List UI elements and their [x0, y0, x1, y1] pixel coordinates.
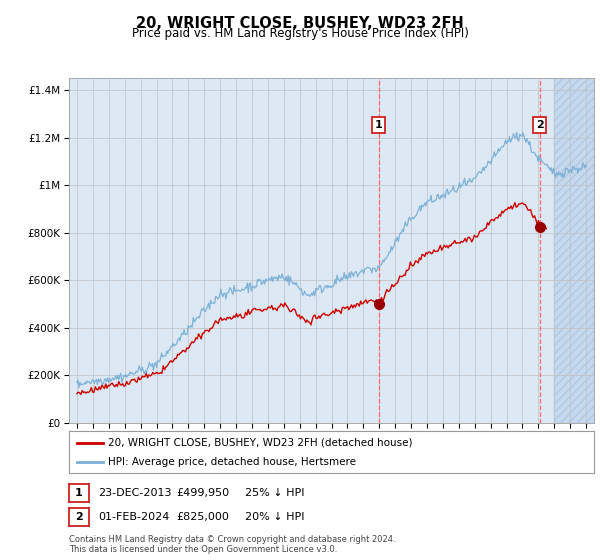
Text: 1: 1 [75, 488, 83, 498]
Text: HPI: Average price, detached house, Hertsmere: HPI: Average price, detached house, Hert… [109, 457, 356, 467]
Text: 23-DEC-2013: 23-DEC-2013 [98, 488, 172, 498]
Text: Price paid vs. HM Land Registry's House Price Index (HPI): Price paid vs. HM Land Registry's House … [131, 27, 469, 40]
Text: £825,000: £825,000 [176, 512, 229, 522]
Text: Contains HM Land Registry data © Crown copyright and database right 2024.
This d: Contains HM Land Registry data © Crown c… [69, 535, 395, 554]
Text: 25% ↓ HPI: 25% ↓ HPI [245, 488, 304, 498]
Bar [554, 78, 594, 423]
Text: 2: 2 [75, 512, 83, 522]
Text: 20% ↓ HPI: 20% ↓ HPI [245, 512, 304, 522]
Text: 20, WRIGHT CLOSE, BUSHEY, WD23 2FH (detached house): 20, WRIGHT CLOSE, BUSHEY, WD23 2FH (deta… [109, 437, 413, 447]
Text: £499,950: £499,950 [176, 488, 229, 498]
Text: 1: 1 [375, 120, 383, 130]
Text: 2: 2 [536, 120, 544, 130]
Text: 20, WRIGHT CLOSE, BUSHEY, WD23 2FH: 20, WRIGHT CLOSE, BUSHEY, WD23 2FH [136, 16, 464, 31]
Text: 01-FEB-2024: 01-FEB-2024 [98, 512, 169, 522]
